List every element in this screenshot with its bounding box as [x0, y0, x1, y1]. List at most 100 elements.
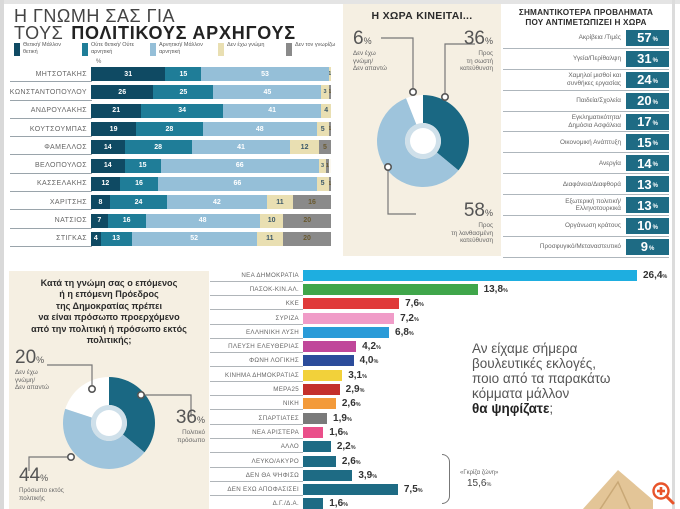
- callout-line: [141, 394, 192, 417]
- percent-sign: %: [419, 302, 424, 309]
- bar-segment: 5: [316, 176, 329, 191]
- bar-segment: 11: [256, 231, 283, 246]
- zoom-in-icon[interactable]: [651, 481, 675, 505]
- problem-row: Εξωτερική πολιτική/Ελληνοτουρκικά 13%: [503, 195, 669, 217]
- problem-row: Οικονομική Ανάπτυξη 15%: [503, 132, 669, 154]
- problem-value: 13%: [626, 176, 669, 193]
- percent-sign: %: [350, 445, 356, 452]
- problem-label: Εξωτερική πολιτική/Ελληνοτουρκικά: [503, 198, 626, 213]
- percent-sign: %: [652, 120, 658, 127]
- party-name: ΠΑΣΟΚ-ΚΙΝ.ΑΛ.: [210, 286, 303, 296]
- leader-row: ΚΑΣΣΕΛΑΚΗΣ 12 16 66 5 1: [6, 175, 336, 193]
- percent-unit-mark: %: [96, 59, 102, 65]
- problem-label-l1: Προσφυγικό/Μεταναστευτικό: [539, 243, 621, 251]
- problem-value: 14%: [626, 155, 669, 172]
- party-bar: [303, 326, 390, 338]
- party-value-number: 2,2: [336, 441, 351, 453]
- problem-label-l1: Ακρίβεια /Τιμές: [578, 34, 621, 42]
- party-name: ΣΠΑΡΤΙΑΤΕΣ: [210, 415, 303, 425]
- party-row: ΕΛΛΗΝΙΚΗ ΛΥΣΗ 6,8%: [210, 325, 672, 339]
- bar-segment: 53: [201, 67, 329, 82]
- stacked-bar: 12 16 66 5 1: [91, 176, 331, 191]
- problem-row: Χαμηλοί μισθοί και συνθήκες εργασίας 24%: [503, 70, 669, 91]
- party-name: ΔΕΝ ΕΧΩ ΑΠΟΦΑΣΙΣΕΙ: [210, 486, 303, 497]
- stacked-bar: 4 13 52 11 20: [91, 231, 331, 246]
- problem-value: 20%: [626, 92, 669, 109]
- party-value: 2,6%: [342, 456, 361, 467]
- leader-row: ΧΑΡΙΤΣΗΣ 8 24 42 11 16: [6, 193, 336, 211]
- problem-label: Οργάνωση κράτους: [503, 222, 626, 229]
- party-bar: [303, 498, 324, 509]
- pres-political-value: 36: [175, 407, 197, 428]
- bar-segment: 11: [266, 195, 293, 210]
- problem-label: Εγκληματικότητα/Δημόσια Ασφάλεια: [503, 114, 626, 129]
- percent-sign: %: [652, 183, 658, 190]
- bar-segment: 20: [282, 231, 331, 246]
- bar-segment: 13: [100, 231, 132, 246]
- bar-segment: 4: [321, 103, 331, 118]
- leader-name: ΝΑΤΣΙΟΣ: [54, 217, 87, 225]
- bar-segment: 48: [202, 122, 317, 137]
- percent-sign: %: [346, 416, 352, 423]
- party-row: ΚΙΝΗΜΑ ΔΗΜΟΚΡΑΤΙΑΣ 3,1%: [210, 368, 672, 382]
- problem-value-number: 14: [637, 155, 652, 171]
- legend-label: Ούτε θετική/ Ούτε αρνητική: [91, 42, 135, 55]
- percent-sign: %: [652, 57, 658, 64]
- grey-zone-label: «Γκρίζα ζώνη»: [460, 470, 499, 476]
- party-name: Δ.Γ./Δ.Α.: [210, 500, 303, 507]
- callout-line: [387, 167, 416, 215]
- bar-segment: 3: [318, 158, 327, 173]
- party-name: ΝΕΑ ΑΡΙΣΤΕΡΑ: [210, 429, 303, 439]
- problem-value: 24%: [626, 71, 669, 88]
- problem-label-l1: Διαφάνεια/Διαφθορά: [562, 180, 621, 188]
- envelope-icon: [582, 470, 653, 509]
- party-name: ΦΩΝΗ ΛΟΓΙΚΗΣ: [210, 357, 303, 368]
- leader-name: ΑΝΔΡΟΥΛΑΚΗΣ: [30, 107, 87, 115]
- party-name: ΜΕΡΑ25: [210, 386, 303, 397]
- bar-segment: 1: [328, 85, 331, 100]
- party-bar: [303, 269, 637, 281]
- percent-sign: %: [196, 415, 205, 425]
- legend-item: Δεν έχω γνώμη: [218, 42, 280, 56]
- pres-political-label: Πολιτικό: [182, 429, 205, 436]
- legend-swatch: [150, 43, 156, 56]
- leader-row: ΦΑΜΕΛΛΟΣ 14 28 41 12 5: [6, 138, 336, 156]
- party-value: 26,4%: [643, 270, 667, 281]
- dk-label-l1: Δεν έχω: [353, 50, 376, 57]
- percent-sign: %: [413, 316, 419, 323]
- wrong-direction-value: 58: [463, 200, 485, 221]
- bar-segment: 14: [91, 140, 125, 155]
- problem-label: Διαφάνεια/Διαφθορά: [503, 181, 626, 188]
- leader-name: ΒΕΛΟΠΟΥΛΟΣ: [34, 162, 87, 170]
- percent-sign: %: [648, 245, 655, 252]
- party-row: ΜΕΡΑ25 2,9%: [210, 382, 672, 397]
- party-row: ΣΥΡΙΖΑ 7,2%: [210, 311, 672, 325]
- party-value: 4,0%: [360, 355, 379, 366]
- problem-value: 9%: [626, 238, 669, 255]
- problem-label-l1: Υγεία/Περίθαλψη: [573, 55, 621, 63]
- bar-segment: 12: [290, 140, 319, 155]
- party-bar: [303, 412, 328, 424]
- percent-sign: %: [417, 488, 423, 495]
- bar-segment: 26: [91, 85, 154, 100]
- party-bar: [303, 455, 336, 467]
- party-value-number: 1,9: [333, 412, 347, 424]
- legend-item: Θετική/ Μάλλον θετική: [14, 42, 76, 56]
- party-name: ΚΙΝΗΜΑ ΔΗΜΟΚΡΑΤΙΑΣ: [210, 372, 303, 382]
- dk-label-l3: Δεν απαντώ: [353, 65, 387, 72]
- bar-segment: 34: [141, 103, 223, 118]
- party-value: 7,2%: [400, 313, 419, 324]
- party-value-number: 26,4: [642, 269, 663, 281]
- percent-sign: %: [652, 78, 658, 85]
- right-label-l2: τη σωστή: [466, 57, 493, 65]
- percent-sign: %: [355, 459, 361, 466]
- legend-swatch: [14, 43, 20, 56]
- bar-segment: 19: [91, 122, 137, 137]
- party-name: ΑΛΛΟ: [210, 443, 303, 454]
- donut-slice: [423, 95, 469, 171]
- party-bar: [303, 355, 354, 367]
- bar-segment: 4: [91, 231, 101, 246]
- bar-segment: 16: [107, 213, 146, 228]
- problem-row: Ακρίβεια /Τιμές 57%: [503, 28, 669, 49]
